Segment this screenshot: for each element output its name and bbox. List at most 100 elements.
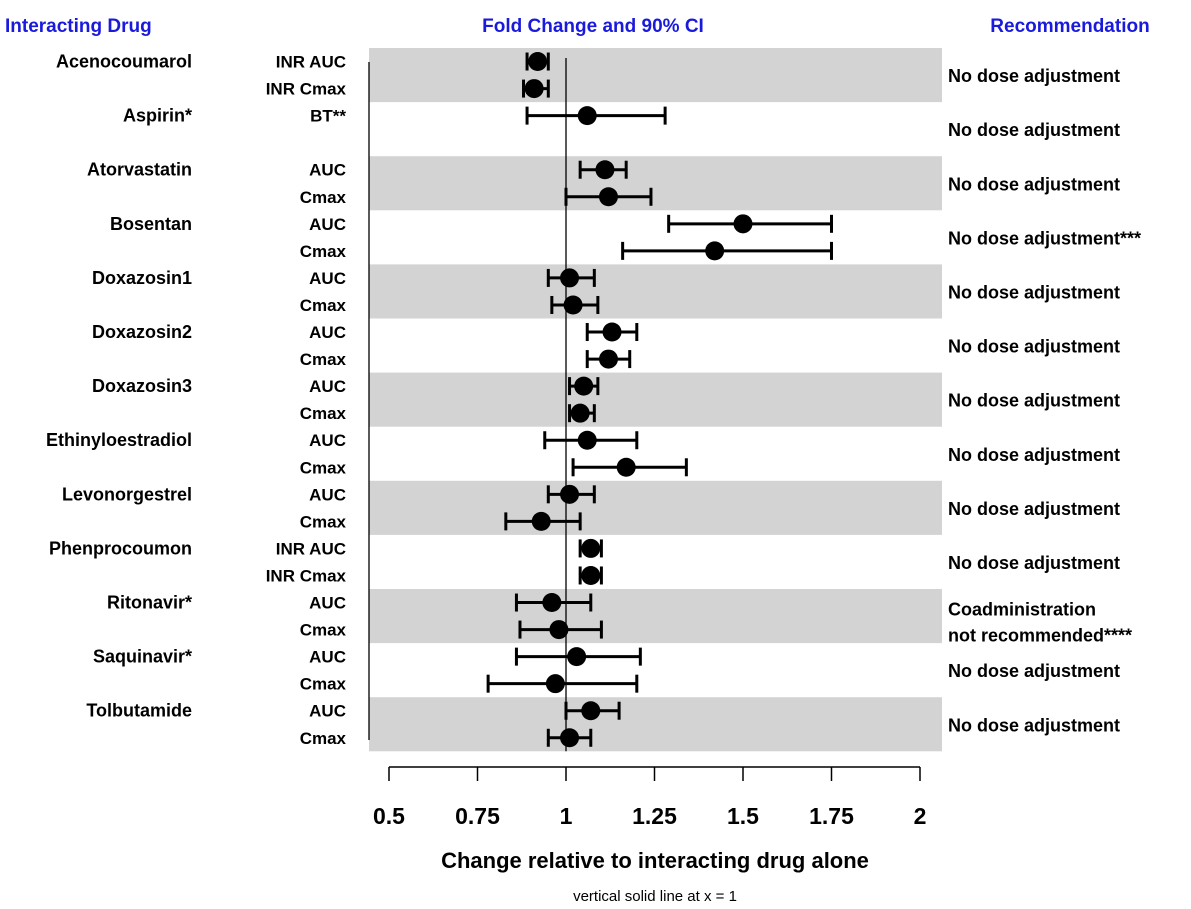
metric-label: BT** bbox=[310, 107, 346, 126]
drug-label: Ritonavir* bbox=[107, 593, 192, 613]
recommendation-label: not recommended**** bbox=[948, 625, 1132, 645]
header-interacting-drug: Interacting Drug bbox=[5, 16, 152, 37]
drug-label: Levonorgestrel bbox=[62, 484, 192, 504]
row-bands bbox=[369, 48, 942, 752]
point-estimate bbox=[705, 241, 725, 261]
point-estimate bbox=[528, 52, 548, 72]
header-recommendation: Recommendation bbox=[990, 16, 1149, 37]
point-estimate bbox=[581, 565, 601, 585]
shaded-band bbox=[369, 589, 942, 644]
metric-label: Cmax bbox=[300, 350, 347, 369]
tick-label: 1 bbox=[560, 803, 573, 829]
metric-label: AUC bbox=[309, 702, 346, 721]
drug-label: Acenocoumarol bbox=[56, 52, 192, 72]
point-estimate bbox=[531, 511, 551, 531]
point-estimate bbox=[542, 593, 562, 613]
point-estimate bbox=[560, 728, 580, 748]
recommendation-label: No dose adjustment bbox=[948, 391, 1120, 411]
metric-label: AUC bbox=[309, 323, 346, 342]
tick-label: 1.75 bbox=[809, 803, 854, 829]
tick-label: 0.5 bbox=[373, 803, 405, 829]
recommendation-label: No dose adjustment bbox=[948, 66, 1120, 86]
recommendation-label: No dose adjustment bbox=[948, 282, 1120, 302]
metric-label: AUC bbox=[309, 161, 346, 180]
metric-label: INR AUC bbox=[276, 539, 346, 558]
drug-label: Tolbutamide bbox=[86, 701, 192, 721]
point-estimate bbox=[563, 295, 583, 315]
point-estimate bbox=[616, 457, 636, 477]
metric-label: INR Cmax bbox=[266, 80, 347, 99]
point-estimate bbox=[595, 160, 615, 180]
shaded-band bbox=[369, 697, 942, 752]
metric-label: AUC bbox=[309, 594, 346, 613]
point-estimate bbox=[577, 106, 597, 126]
metric-label: AUC bbox=[309, 269, 346, 288]
shaded-band bbox=[369, 372, 942, 427]
point-estimate bbox=[567, 647, 587, 667]
tick-label: 0.75 bbox=[455, 803, 500, 829]
drug-label: Bosentan bbox=[110, 214, 192, 234]
metric-label: INR Cmax bbox=[266, 566, 347, 585]
shaded-band bbox=[369, 156, 942, 211]
point-estimate bbox=[560, 268, 580, 288]
shaded-band bbox=[369, 480, 942, 535]
metric-label: Cmax bbox=[300, 242, 347, 261]
header-fold-change: Fold Change and 90% CI bbox=[482, 16, 704, 37]
point-estimate bbox=[581, 701, 601, 721]
metric-label: Cmax bbox=[300, 729, 347, 748]
drug-label: Doxazosin1 bbox=[92, 268, 192, 288]
recommendation-label: No dose adjustment bbox=[948, 337, 1120, 357]
point-estimate bbox=[549, 620, 569, 640]
metric-label: Cmax bbox=[300, 621, 347, 640]
drug-label: Aspirin* bbox=[123, 106, 192, 126]
recommendation-label: No dose adjustment bbox=[948, 120, 1120, 140]
metric-label: Cmax bbox=[300, 512, 347, 531]
drug-label: Doxazosin2 bbox=[92, 322, 192, 342]
recommendation-label: No dose adjustment*** bbox=[948, 228, 1141, 248]
point-estimate bbox=[570, 403, 590, 423]
drug-label: Doxazosin3 bbox=[92, 376, 192, 396]
metric-label: Cmax bbox=[300, 458, 347, 477]
drug-label: Phenprocoumon bbox=[49, 538, 192, 558]
row-labels: Acenocoumarol No dose adjustment INR AUC IN… bbox=[46, 52, 1141, 748]
drug-label: Ethinyloestradiol bbox=[46, 430, 192, 450]
shaded-band bbox=[369, 48, 942, 103]
point-estimate bbox=[545, 674, 565, 694]
point-estimate bbox=[524, 79, 544, 99]
recommendation-label: No dose adjustment bbox=[948, 715, 1120, 735]
metric-label: AUC bbox=[309, 648, 346, 667]
metric-label: INR AUC bbox=[276, 53, 346, 72]
x-axis: 0.5 0.75 1 1.25 1.5 1.75 2 bbox=[373, 766, 927, 829]
point-estimate bbox=[733, 214, 753, 234]
metric-label: Cmax bbox=[300, 675, 347, 694]
drug-label: Atorvastatin bbox=[87, 160, 192, 180]
recommendation-label: Coadministration bbox=[948, 599, 1096, 619]
shaded-band bbox=[369, 264, 942, 319]
point-estimate bbox=[581, 538, 601, 558]
tick-label: 2 bbox=[914, 803, 927, 829]
point-estimate bbox=[598, 187, 618, 207]
point-estimate bbox=[574, 376, 594, 396]
chart-marks bbox=[486, 52, 833, 748]
metric-label: Cmax bbox=[300, 296, 347, 315]
metric-label: Cmax bbox=[300, 188, 347, 207]
metric-label: AUC bbox=[309, 215, 346, 234]
recommendation-label: No dose adjustment bbox=[948, 661, 1120, 681]
point-estimate bbox=[560, 484, 580, 504]
drug-label: Saquinavir* bbox=[93, 647, 192, 667]
metric-label: AUC bbox=[309, 377, 346, 396]
metric-label: Cmax bbox=[300, 404, 347, 423]
metric-label: AUC bbox=[309, 485, 346, 504]
tick-label: 1.25 bbox=[632, 803, 677, 829]
x-axis-label: Change relative to interacting drug alon… bbox=[441, 848, 869, 873]
recommendation-label: No dose adjustment bbox=[948, 553, 1120, 573]
recommendation-label: No dose adjustment bbox=[948, 174, 1120, 194]
recommendation-label: No dose adjustment bbox=[948, 499, 1120, 519]
recommendation-label: No dose adjustment bbox=[948, 445, 1120, 465]
metric-label: AUC bbox=[309, 431, 346, 450]
point-estimate bbox=[577, 430, 597, 450]
point-estimate bbox=[598, 349, 618, 369]
footnote: vertical solid line at x = 1 bbox=[573, 888, 737, 905]
tick-label: 1.5 bbox=[727, 803, 759, 829]
